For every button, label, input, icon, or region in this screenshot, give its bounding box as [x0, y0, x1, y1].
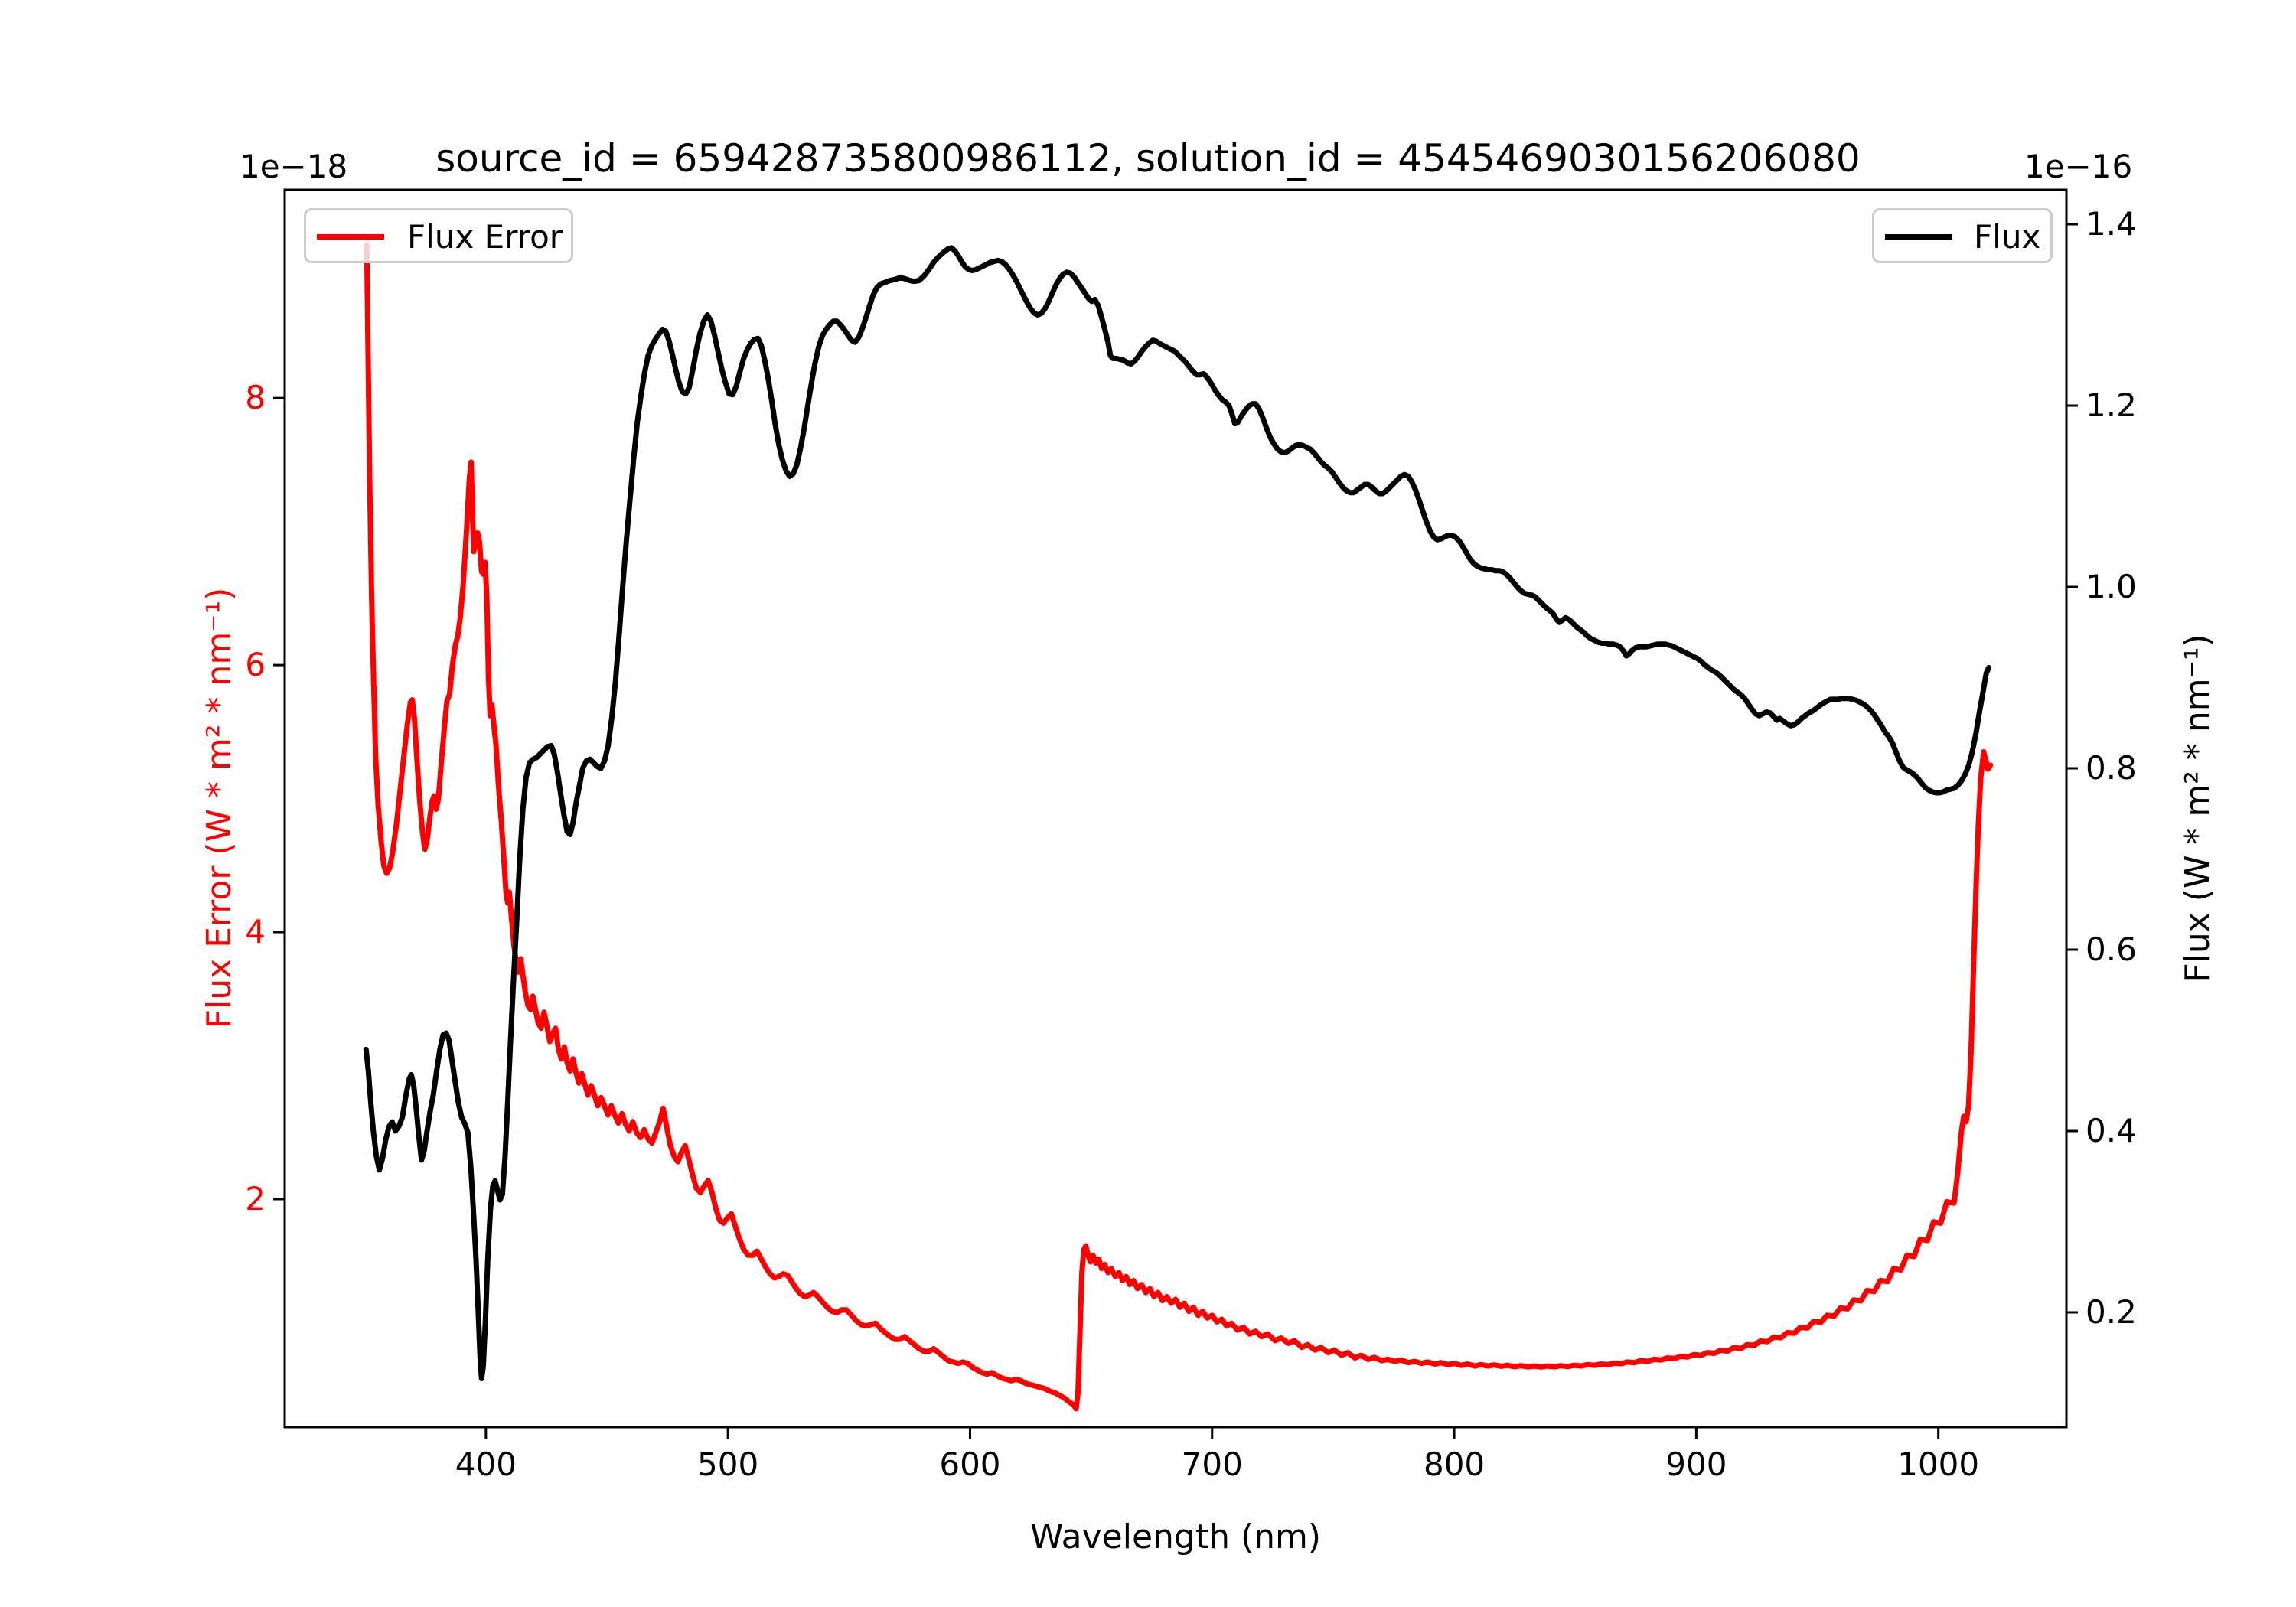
y-left-tick-label: 4: [245, 913, 266, 951]
y-right-tick-label: 0.6: [2086, 930, 2137, 968]
flux-error-line: [364, 242, 1994, 1412]
tick-marks: [273, 223, 2078, 1439]
x-axis-label: Wavelength (nm): [1029, 1517, 1322, 1556]
y-right-tick-label: 1.4: [2086, 205, 2137, 243]
legend-flux-label: Flux: [1974, 218, 2041, 256]
legend-flux-error-line-sample: [317, 234, 384, 240]
legend-flux-error: Flux Error: [304, 208, 573, 263]
y-right-tick-label: 0.4: [2086, 1111, 2137, 1149]
x-tick-label: 900: [1665, 1446, 1727, 1483]
right-axis-scale-note: 1e−16: [2024, 148, 2133, 185]
x-tick-label: 700: [1181, 1446, 1243, 1483]
chart-title: source_id = 659428735800986112, solution…: [435, 136, 1861, 181]
y-right-tick-label: 0.8: [2086, 749, 2137, 787]
y-right-tick-label: 0.2: [2086, 1292, 2137, 1331]
left-axis-label: Flux Error (W * m² * nm⁻¹): [200, 587, 239, 1029]
x-tick-label: 800: [1423, 1446, 1486, 1483]
legend-flux: Flux: [1872, 208, 2053, 263]
right-axis-label: Flux (W * m² * nm⁻¹): [2178, 634, 2217, 983]
legend-flux-error-label: Flux Error: [407, 218, 563, 256]
x-tick-label: 600: [939, 1446, 1001, 1483]
flux-line: [363, 245, 1991, 1381]
left-axis-scale-note: 1e−18: [240, 148, 348, 185]
y-left-tick-label: 2: [245, 1180, 266, 1217]
y-left-tick-label: 8: [245, 379, 266, 417]
y-right-tick-label: 1.2: [2086, 386, 2137, 425]
y-left-tick-label: 6: [245, 646, 266, 684]
legend-flux-line-sample: [1885, 234, 1952, 240]
x-tick-label: 400: [455, 1446, 517, 1483]
y-right-tick-label: 1.0: [2086, 568, 2137, 605]
x-tick-label: 500: [697, 1446, 759, 1483]
plot-border: [283, 188, 2068, 1429]
x-tick-label: 1000: [1897, 1446, 1980, 1483]
